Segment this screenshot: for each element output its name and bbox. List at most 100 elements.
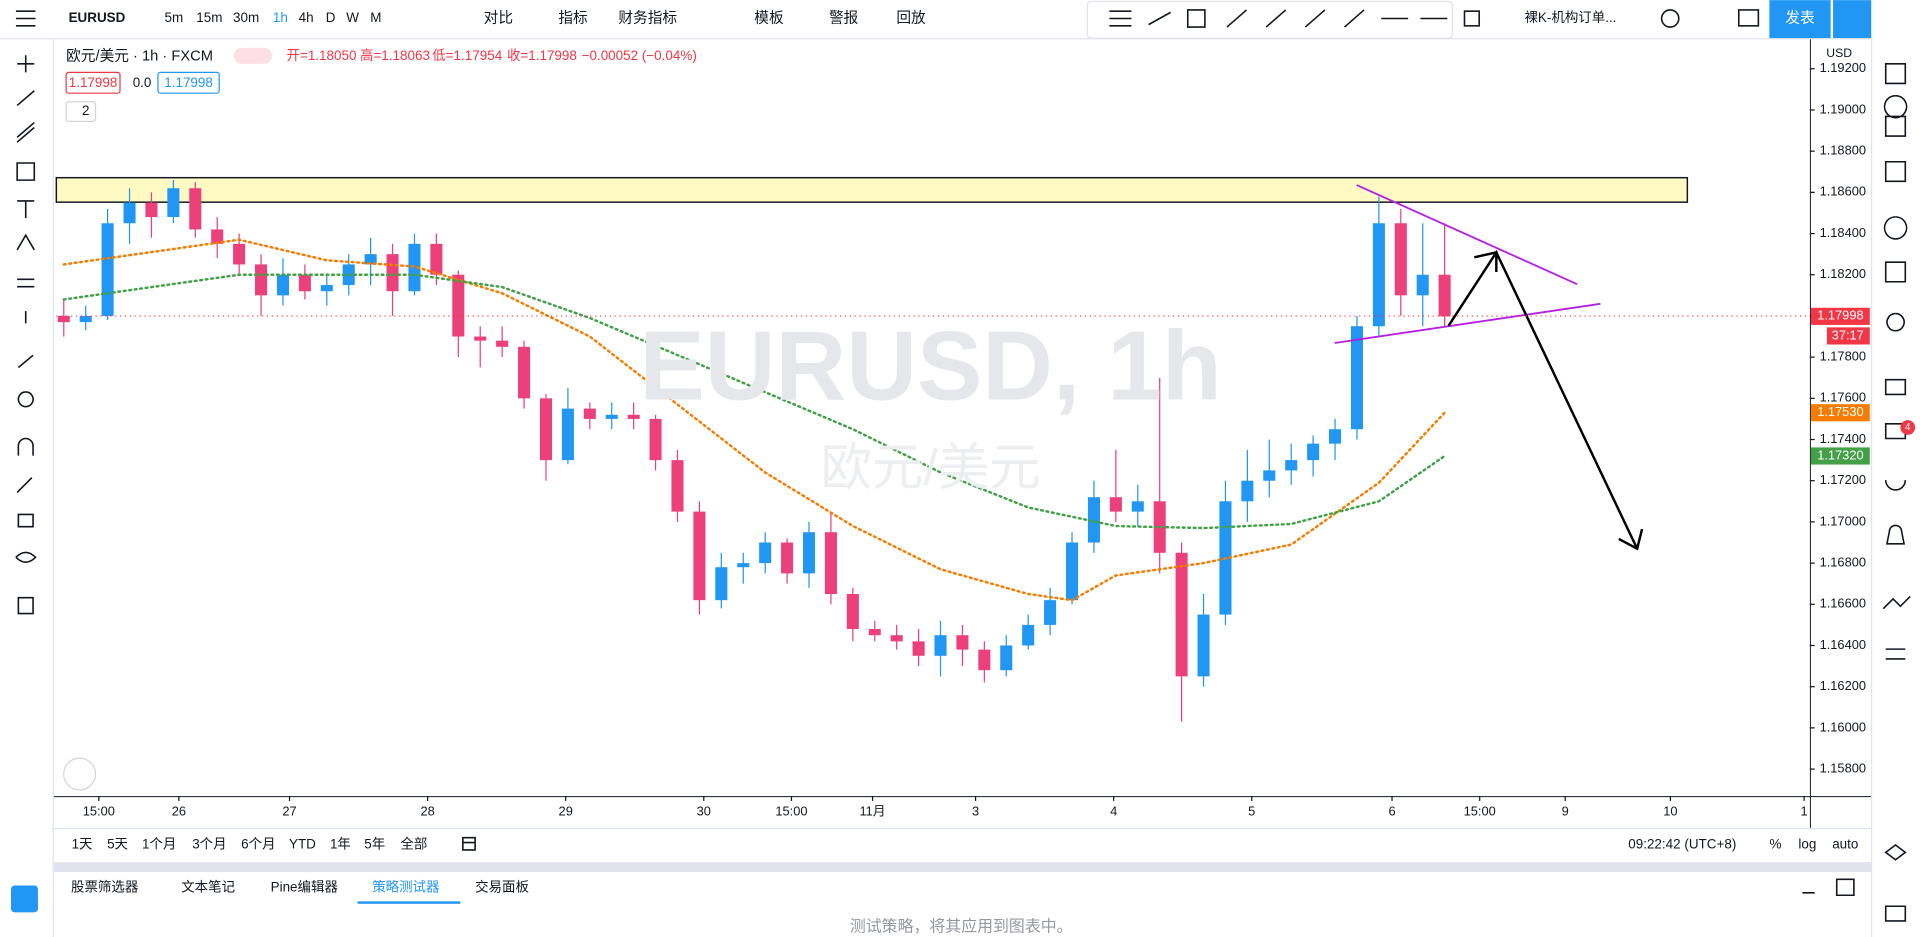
range-button[interactable]: 3个月	[192, 837, 226, 852]
ohlc-value: 收=1.17998	[507, 48, 577, 63]
symbol[interactable]: EURUSD	[69, 10, 126, 25]
candle-body	[57, 315, 70, 323]
toolbar-button[interactable]: 对比	[484, 9, 513, 26]
candle-body	[539, 398, 553, 461]
interval[interactable]: 15m	[196, 10, 222, 25]
panel-tab[interactable]: Pine编辑器	[271, 879, 339, 894]
x-tick-label: 1	[1801, 803, 1808, 818]
panel-tab[interactable]: 交易面板	[475, 878, 529, 894]
interval[interactable]: 5m	[165, 10, 184, 25]
candle-body	[1307, 443, 1320, 461]
status-pill[interactable]	[233, 47, 272, 64]
rect-tool[interactable]	[1463, 10, 1480, 27]
y-tick-label: 1.18600	[1820, 184, 1866, 199]
candle-body	[605, 414, 618, 419]
toolbar-button[interactable]: 模板	[754, 8, 784, 26]
panel-tab[interactable]: 策略测试器	[372, 878, 440, 894]
candle-body	[715, 567, 728, 601]
candle-body	[1000, 645, 1013, 671]
range-button[interactable]: 5天	[107, 837, 128, 852]
menu-icon[interactable]	[15, 10, 36, 27]
favorites-button[interactable]	[11, 885, 38, 913]
legend-title: 欧元/美元 · 1h · FXCM	[66, 47, 213, 64]
y-tick-label: 1.17000	[1820, 513, 1866, 528]
candle-body	[1285, 460, 1298, 471]
clock: 09:22:42 (UTC+8)	[1628, 837, 1736, 852]
candle-body	[1175, 552, 1188, 677]
interval[interactable]: M	[370, 10, 381, 25]
range-button[interactable]: 1个月	[142, 837, 176, 852]
candle-body	[1263, 470, 1276, 481]
date-range-icon[interactable]	[462, 836, 476, 851]
toolbar-button[interactable]: 警报	[829, 9, 859, 26]
y-tick-label: 1.18200	[1820, 266, 1866, 281]
y-tick-label: 1.18800	[1820, 143, 1866, 158]
price-label	[1811, 404, 1870, 422]
candle-body	[802, 532, 816, 574]
toolbar-button[interactable]: 回放	[896, 9, 926, 26]
arrow-head	[1618, 528, 1644, 551]
toolbar: 5m 15m 30m 1h 4h D W M 对比 指标 财务指标 模板 警报 回放	[165, 8, 926, 26]
range-button[interactable]: 6个月	[241, 837, 275, 852]
collapse-button[interactable]	[65, 101, 97, 122]
candle-body	[693, 511, 706, 601]
candle-body	[255, 264, 268, 296]
interval[interactable]: 4h	[299, 10, 314, 25]
panel-tabs: 股票筛选器 文本笔记 Pine编辑器 策略测试器 交易面板	[71, 878, 529, 904]
candle-body	[1416, 274, 1429, 296]
x-tick-label: 11月	[859, 803, 885, 818]
zone-rect[interactable]	[55, 176, 1689, 203]
candle-body	[627, 414, 640, 419]
candle-body	[1087, 497, 1100, 543]
candle-body	[978, 649, 991, 671]
candle-body	[145, 202, 158, 218]
interval[interactable]: 1h	[273, 10, 288, 25]
panel-tab[interactable]: 股票筛选器	[71, 879, 139, 894]
screenshot-icon[interactable]	[1737, 9, 1760, 27]
candle-body	[671, 460, 684, 512]
candle-body	[1241, 480, 1254, 502]
play-button[interactable]	[1833, 0, 1872, 39]
scale-option[interactable]: %	[1770, 837, 1782, 852]
candle-body	[846, 593, 859, 630]
x-tick-label: 15:00	[1464, 803, 1496, 818]
trend-line[interactable]	[1334, 302, 1601, 344]
range-button[interactable]: 全部	[400, 836, 427, 852]
logo[interactable]	[63, 757, 97, 791]
candle-body	[298, 274, 311, 292]
candle-body	[79, 315, 92, 323]
range-button[interactable]: 1年	[330, 837, 351, 852]
panel-tab[interactable]: 文本笔记	[181, 879, 235, 894]
value-box-label: 1.17998	[164, 75, 213, 90]
interval[interactable]: 30m	[233, 10, 259, 25]
layout-name[interactable]: 裸K-机构订单...	[1524, 10, 1616, 25]
value-box-label: 1.17998	[69, 75, 118, 90]
scale-option[interactable]: auto	[1832, 837, 1858, 852]
toolbar-button[interactable]: 财务指标	[618, 9, 677, 26]
range-button[interactable]: 1天	[72, 837, 93, 852]
y-tick-label: 1.17200	[1820, 472, 1866, 487]
y-tick-label: 1.16600	[1820, 596, 1866, 611]
trend-line[interactable]	[1356, 184, 1578, 286]
settings-icon[interactable]	[1660, 9, 1680, 28]
interval[interactable]: D	[326, 10, 336, 25]
candle-body	[1197, 614, 1210, 677]
price-label-text: 1.17320	[1817, 447, 1863, 462]
interval[interactable]: W	[346, 10, 359, 25]
toolbar-button[interactable]: 指标	[558, 9, 588, 26]
x-tick-label: 3	[972, 803, 979, 818]
x-tick-label: 15:00	[83, 803, 115, 818]
candle-body	[364, 254, 377, 265]
panel-controls[interactable]	[1802, 878, 1855, 897]
price-label-text: 1.17530	[1817, 404, 1863, 419]
candle-body	[912, 641, 925, 656]
candle-body	[868, 629, 881, 636]
publish-button[interactable]	[1769, 0, 1831, 39]
candle-body	[1329, 429, 1342, 444]
range-button[interactable]: YTD	[289, 837, 316, 852]
scale-option[interactable]: log	[1798, 837, 1816, 852]
range-button[interactable]: 5年	[364, 837, 385, 852]
splitter[interactable]	[53, 862, 1872, 872]
arrow-head	[1474, 250, 1498, 272]
